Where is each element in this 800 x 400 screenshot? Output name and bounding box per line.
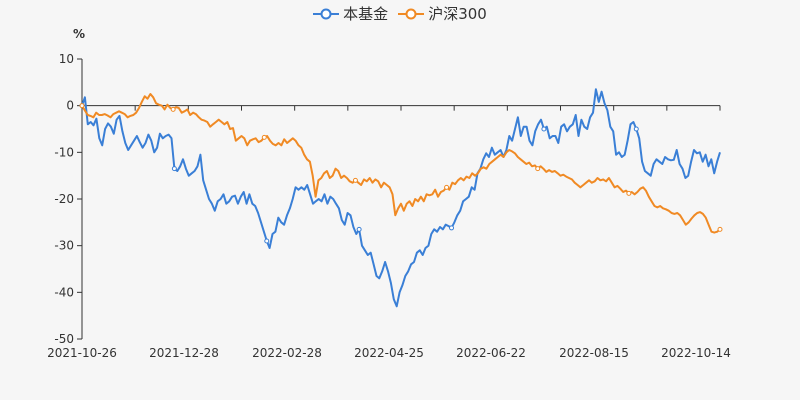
- legend-item-csi300[interactable]: 沪深300: [398, 3, 487, 24]
- legend: 本基金 沪深300: [0, 3, 800, 24]
- x-tick-label: 2022-02-28: [252, 346, 322, 360]
- x-tick-label: 2022-08-15: [559, 346, 629, 360]
- series-line-csi300: [81, 93, 721, 234]
- data-point-csi300: [79, 103, 85, 109]
- data-point-csi300: [261, 134, 267, 140]
- data-point-csi300: [444, 184, 450, 190]
- data-point-csi300: [352, 177, 358, 183]
- data-point-csi300: [717, 226, 723, 232]
- legend-item-fund[interactable]: 本基金: [313, 3, 388, 24]
- legend-label-csi300: 沪深300: [428, 5, 487, 23]
- y-tick-label: -10: [54, 145, 74, 159]
- y-tick-label: 0: [66, 99, 74, 113]
- x-tick-label: 2021-12-28: [149, 346, 219, 360]
- series-line-fund: [81, 88, 721, 308]
- legend-label-fund: 本基金: [343, 5, 389, 23]
- data-point-csi300: [535, 166, 541, 172]
- data-point-fund: [541, 126, 547, 132]
- y-tick-label: -30: [54, 239, 74, 253]
- y-tick-label: -20: [54, 192, 74, 206]
- x-tick-label: 2022-06-22: [456, 346, 526, 360]
- y-tick-label: -50: [54, 332, 74, 346]
- data-point-fund: [633, 126, 639, 132]
- y-axis-unit-label: %: [73, 27, 86, 41]
- data-point-csi300: [626, 190, 632, 196]
- x-tick-label: 2022-04-25: [354, 346, 424, 360]
- legend-swatch-csi300: [398, 7, 425, 21]
- y-tick-label: -40: [54, 285, 74, 299]
- data-point-fund: [356, 226, 362, 232]
- legend-swatch-fund: [313, 7, 340, 21]
- x-tick-label: 2022-10-14: [661, 346, 731, 360]
- data-point-fund: [171, 166, 177, 172]
- x-tick-label: 2021-10-26: [47, 346, 117, 360]
- y-tick-label: 10: [59, 52, 74, 66]
- data-point-fund: [264, 238, 270, 244]
- data-point-csi300: [170, 106, 176, 112]
- data-point-fund: [449, 225, 455, 231]
